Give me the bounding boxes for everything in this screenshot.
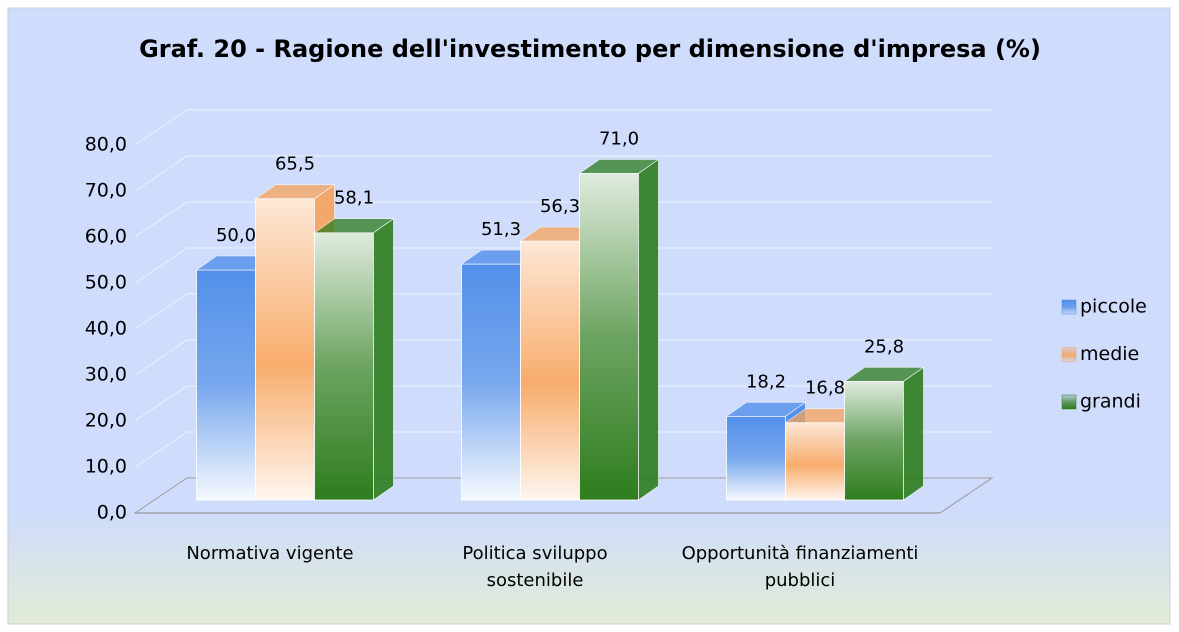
bar	[520, 240, 580, 501]
y-tick-label: 20,0	[85, 410, 127, 432]
bar-side	[638, 158, 659, 501]
legend-label: piccole	[1080, 296, 1147, 318]
y-tick-label: 50,0	[85, 272, 127, 294]
grid-line	[134, 385, 992, 422]
y-tick-label: 80,0	[85, 134, 127, 156]
grid-line	[134, 247, 992, 284]
grid-line	[134, 201, 992, 238]
grid-line	[134, 109, 992, 146]
grid-line	[134, 155, 992, 192]
legend-swatch	[1061, 347, 1077, 362]
bar	[844, 380, 904, 501]
bar	[461, 263, 521, 501]
y-tick-label: 30,0	[85, 364, 127, 386]
legend-swatch	[1061, 394, 1077, 410]
x-tick-label: Normativa vigente	[186, 543, 354, 564]
grid-line	[134, 293, 992, 330]
data-label: 58,1	[334, 188, 374, 209]
data-label: 51,3	[481, 219, 521, 240]
bar	[196, 269, 256, 501]
legend-label: grandi	[1080, 391, 1141, 413]
data-label: 56,3	[540, 196, 580, 217]
grid-line	[134, 339, 992, 376]
y-tick-label: 70,0	[85, 180, 127, 202]
y-tick-label: 40,0	[85, 318, 127, 340]
data-label: 16,8	[805, 378, 845, 399]
bar	[726, 415, 786, 501]
chart-title: Graf. 20 - Ragione dell'investimento per…	[139, 35, 1041, 63]
bar-side	[373, 218, 394, 501]
data-label: 71,0	[599, 128, 639, 149]
grid-line	[134, 431, 992, 468]
bar	[314, 232, 374, 501]
y-tick-label: 0,0	[97, 502, 127, 524]
bar	[785, 422, 845, 501]
y-tick-label: 60,0	[85, 226, 127, 248]
x-tick-label: Opportunità finanziamenti pubblici	[681, 543, 919, 591]
data-label: 18,2	[746, 371, 786, 392]
data-label: 50,0	[216, 225, 256, 246]
data-label: 25,8	[864, 336, 904, 357]
legend-swatch	[1061, 299, 1077, 315]
bar-side	[903, 366, 924, 501]
x-tick-label: Politica sviluppo sostenibile	[462, 543, 608, 591]
data-label: 65,5	[275, 154, 315, 175]
bar	[579, 172, 639, 501]
legend-label: medie	[1080, 343, 1139, 365]
bar	[255, 198, 315, 501]
y-tick-label: 10,0	[85, 456, 127, 478]
